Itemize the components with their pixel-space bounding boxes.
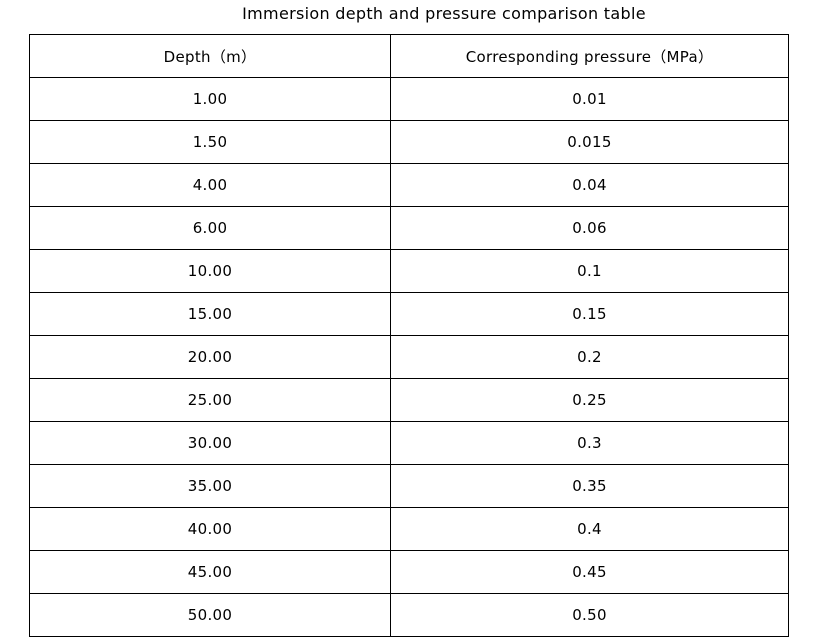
pressure-cell: 0.3 — [390, 421, 789, 465]
depth-cell: 25.00 — [29, 378, 391, 422]
table-row: 10.00 0.1 — [29, 249, 789, 293]
table-row: 6.00 0.06 — [29, 206, 789, 250]
depth-cell: 4.00 — [29, 163, 391, 207]
table-row: 45.00 0.45 — [29, 550, 789, 594]
pressure-cell: 0.4 — [390, 507, 789, 551]
table-title: Immersion depth and pressure comparison … — [242, 4, 646, 23]
depth-cell: 6.00 — [29, 206, 391, 250]
pressure-cell: 0.2 — [390, 335, 789, 379]
table-row: 40.00 0.4 — [29, 507, 789, 551]
header-pressure: Corresponding pressure（MPa） — [390, 34, 789, 78]
table-row: 30.00 0.3 — [29, 421, 789, 465]
table-row: 25.00 0.25 — [29, 378, 789, 422]
table-row: 35.00 0.35 — [29, 464, 789, 508]
pressure-cell: 0.1 — [390, 249, 789, 293]
table-row: 15.00 0.15 — [29, 292, 789, 336]
table-row: 50.00 0.50 — [29, 593, 789, 637]
depth-cell: 30.00 — [29, 421, 391, 465]
pressure-cell: 0.25 — [390, 378, 789, 422]
depth-pressure-table: Depth（m） Corresponding pressure（MPa） 1.0… — [29, 34, 789, 637]
depth-cell: 1.00 — [29, 77, 391, 121]
pressure-cell: 0.50 — [390, 593, 789, 637]
depth-cell: 35.00 — [29, 464, 391, 508]
depth-cell: 10.00 — [29, 249, 391, 293]
depth-cell: 40.00 — [29, 507, 391, 551]
depth-cell: 20.00 — [29, 335, 391, 379]
pressure-cell: 0.04 — [390, 163, 789, 207]
pressure-cell: 0.01 — [390, 77, 789, 121]
header-depth: Depth（m） — [29, 34, 391, 78]
table-body: 1.00 0.01 1.50 0.015 4.00 0.04 6.00 0.06 10.00 0.… — [29, 77, 789, 637]
pressure-cell: 0.45 — [390, 550, 789, 594]
pressure-cell: 0.015 — [390, 120, 789, 164]
table-row: 1.50 0.015 — [29, 120, 789, 164]
depth-cell: 15.00 — [29, 292, 391, 336]
table-row: 1.00 0.01 — [29, 77, 789, 121]
depth-cell: 45.00 — [29, 550, 391, 594]
depth-cell: 50.00 — [29, 593, 391, 637]
depth-cell: 1.50 — [29, 120, 391, 164]
table-row: 20.00 0.2 — [29, 335, 789, 379]
pressure-cell: 0.06 — [390, 206, 789, 250]
pressure-cell: 0.35 — [390, 464, 789, 508]
pressure-cell: 0.15 — [390, 292, 789, 336]
table-header-row: Depth（m） Corresponding pressure（MPa） — [29, 34, 789, 78]
table-row: 4.00 0.04 — [29, 163, 789, 207]
